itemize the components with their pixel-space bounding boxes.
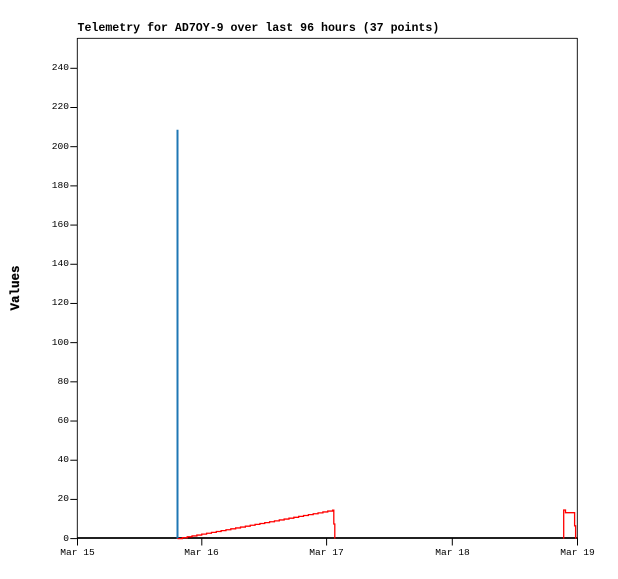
svg-text:Values: Values (9, 265, 23, 310)
